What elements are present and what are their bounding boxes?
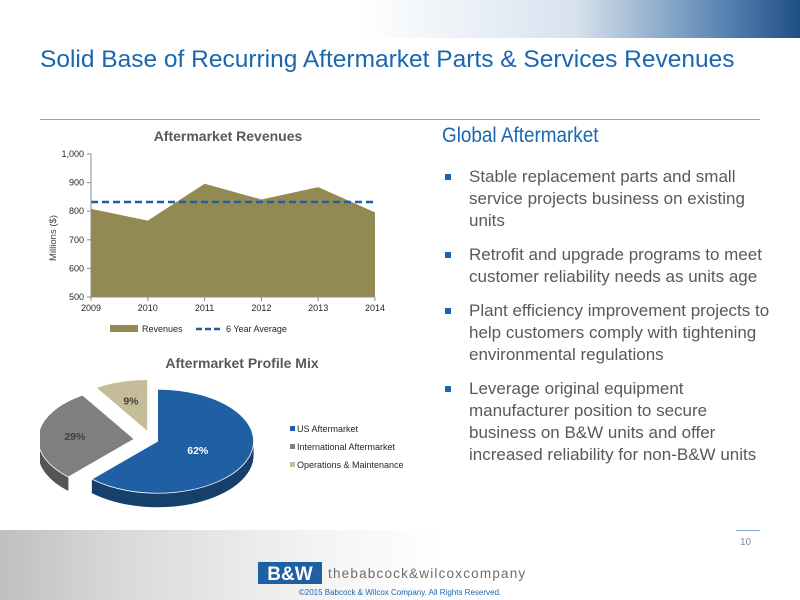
x-tick-label: 2012	[251, 303, 271, 313]
pie-data-label: 62%	[187, 445, 209, 457]
legend-swatch-revenues	[110, 325, 138, 332]
y-tick-label: 900	[69, 178, 84, 188]
revenues-area	[91, 183, 375, 297]
bullet-item: Leverage original equipment manufacturer…	[445, 378, 775, 466]
company-name-text: thebabcock&wilcoxcompany	[328, 566, 527, 581]
bullet-text: Plant efficiency improvement projects to…	[469, 301, 770, 364]
x-tick-label: 2014	[365, 303, 385, 313]
footer-gradient-band	[0, 530, 800, 600]
area-chart-plot: 500 600 700 800 900 1,000 2009 2010 2011 2012 2013…	[61, 149, 385, 313]
bw-logo: B&W	[258, 562, 322, 584]
x-tick-label: 2010	[138, 303, 158, 313]
y-tick-label: 500	[69, 292, 84, 302]
area-chart-title: Aftermarket Revenues	[154, 128, 303, 144]
x-tick-label: 2009	[81, 303, 101, 313]
page-number-rule	[736, 530, 760, 531]
pie-slice-0	[91, 388, 254, 494]
bullet-item: Plant efficiency improvement projects to…	[445, 300, 775, 366]
area-chart-legend: Revenues 6 Year Average	[110, 324, 287, 334]
pie-chart-legend: US Aftermarket International Aftermarket O…	[290, 424, 404, 470]
legend-label-average: 6 Year Average	[226, 324, 287, 334]
pie-slice-2	[95, 379, 148, 433]
legend-label: Operations & Maintenance	[297, 460, 404, 470]
pie-slice-1	[40, 394, 135, 478]
copyright-text: ©2015 Babcock & Wilcox Company. All Righ…	[298, 588, 502, 597]
legend-swatch-0	[290, 426, 295, 431]
legend-swatch-1	[290, 444, 295, 449]
bw-logo-mark: B&W	[267, 564, 312, 584]
page-number: 10	[740, 537, 752, 548]
bullet-text: Retrofit and upgrade programs to meet cu…	[469, 245, 762, 286]
square-bullet-icon	[445, 386, 451, 392]
slide-title: Solid Base of Recurring Aftermarket Part…	[40, 46, 735, 73]
x-tick-label: 2013	[308, 303, 328, 313]
bullet-text: Leverage original equipment manufacturer…	[469, 379, 757, 464]
legend-swatch-2	[290, 462, 295, 467]
legend-label: US Aftermarket	[297, 424, 359, 434]
legend-label: International Aftermarket	[297, 442, 396, 452]
square-bullet-icon	[445, 252, 451, 258]
aftermarket-profile-mix-chart: Aftermarket Profile Mix 62% 29% 9% US Afte…	[40, 355, 404, 508]
square-bullet-icon	[445, 308, 451, 314]
area-chart-ylabel: Millions ($)	[48, 215, 59, 261]
bullet-item: Retrofit and upgrade programs to meet cu…	[445, 244, 775, 288]
title-divider	[40, 119, 760, 120]
square-bullet-icon	[445, 174, 451, 180]
pie-data-label: 9%	[123, 396, 139, 408]
pie-chart-title: Aftermarket Profile Mix	[165, 355, 318, 371]
pie-data-label: 29%	[64, 431, 86, 443]
header-gradient-band	[0, 0, 800, 38]
pie-slice-side-1	[40, 449, 69, 491]
x-tick-label: 2011	[195, 303, 214, 313]
pie-chart-plot: 62% 29% 9%	[40, 379, 254, 508]
legend-label-revenues: Revenues	[142, 324, 183, 334]
y-tick-label: 1,000	[61, 149, 84, 159]
bullet-text: Stable replacement parts and small servi…	[469, 167, 745, 230]
aftermarket-revenues-chart: Aftermarket Revenues Millions ($) 500 600…	[48, 128, 385, 334]
pie-slice-side-0	[91, 441, 254, 508]
bullet-list: Stable replacement parts and small servi…	[445, 166, 775, 478]
y-tick-label: 600	[69, 263, 84, 273]
bullet-item: Stable replacement parts and small servi…	[445, 166, 775, 232]
y-tick-label: 800	[69, 206, 84, 216]
section-heading: Global Aftermarket	[442, 124, 599, 147]
y-tick-label: 700	[69, 235, 84, 245]
